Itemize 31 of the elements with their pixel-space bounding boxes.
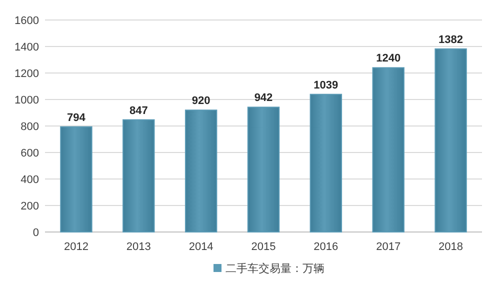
data-label: 1240 [376, 52, 401, 65]
data-label: 794 [67, 112, 86, 124]
bar [434, 48, 467, 232]
y-tick-label: 600 [20, 148, 39, 160]
y-tick-label: 1000 [14, 94, 39, 106]
x-tick-label: 2016 [314, 241, 338, 253]
data-label: 942 [254, 92, 273, 104]
x-tick-label: 2012 [64, 241, 88, 253]
bar [122, 119, 155, 232]
y-tick-label: 800 [20, 121, 39, 133]
y-tick-label: 200 [20, 200, 39, 212]
legend-label: 二手车交易量：万辆 [226, 262, 324, 275]
y-tick-label: 1200 [14, 68, 39, 80]
y-tick-label: 1400 [14, 42, 39, 54]
x-tick-label: 2014 [188, 241, 214, 253]
bar [184, 110, 218, 232]
y-tick-label: 1600 [14, 15, 39, 27]
bar [60, 126, 92, 232]
y-tick-label: 400 [20, 174, 39, 186]
data-label: 1039 [314, 79, 338, 92]
bar [310, 94, 342, 232]
x-tick-label: 2018 [438, 241, 464, 253]
x-tick-label: 2017 [376, 241, 401, 253]
x-tick-label: 2013 [126, 241, 151, 253]
data-label: 920 [192, 95, 210, 108]
data-label: 1382 [438, 34, 464, 46]
data-label: 847 [129, 104, 148, 117]
bar [372, 67, 404, 232]
x-tick-label: 2015 [251, 241, 276, 253]
bar [247, 106, 280, 232]
y-tick-label: 0 [32, 227, 39, 239]
